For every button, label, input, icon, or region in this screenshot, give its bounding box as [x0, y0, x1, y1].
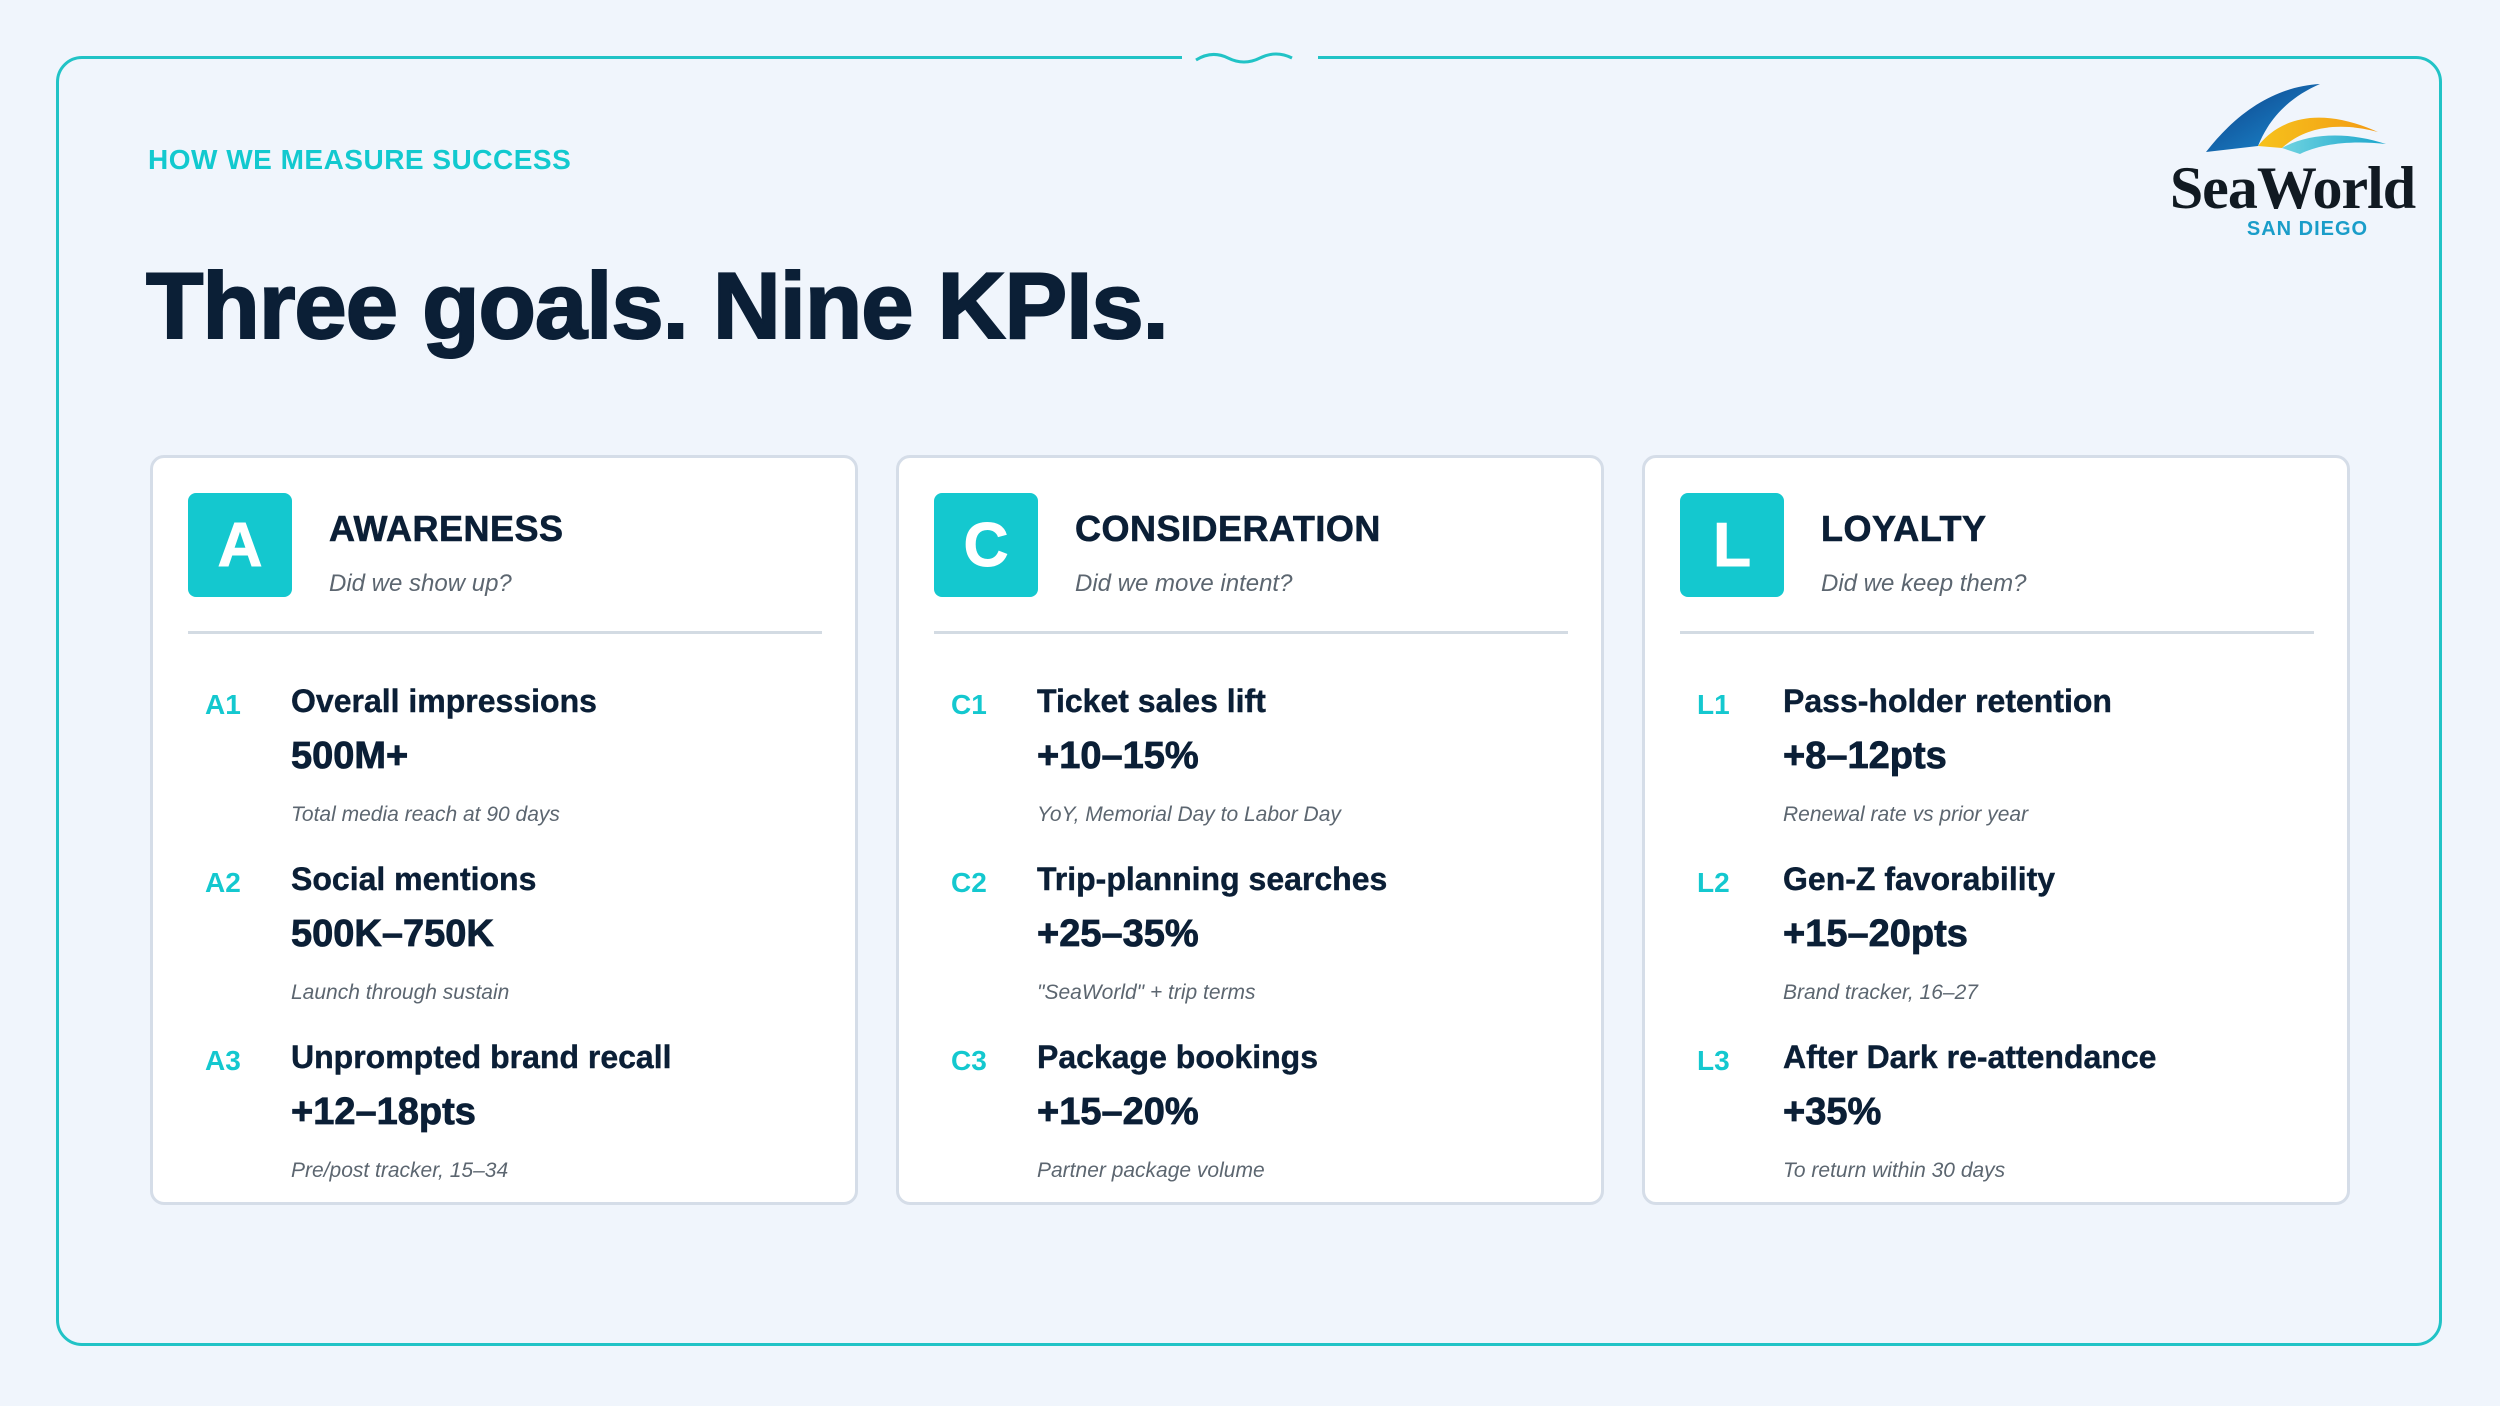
kpi-code: L1: [1697, 689, 1730, 720]
kpi-code: C1: [951, 689, 987, 720]
kpi-name: Pass-holder retention: [1783, 683, 2112, 719]
kpi-note: YoY, Memorial Day to Labor Day: [1037, 803, 1341, 826]
goal-badge: L: [1680, 493, 1784, 597]
divider: [934, 631, 1568, 634]
kpi-code: L2: [1697, 867, 1730, 898]
kpi-item: A1 Overall impressions 500M+ Total media…: [153, 673, 853, 843]
page-title: Three goals. Nine KPIs.: [145, 252, 1170, 359]
kpi-code: A2: [205, 867, 241, 898]
kpi-name: Trip-planning searches: [1037, 861, 1388, 897]
eyebrow-label: HOW WE MEASURE SUCCESS: [148, 144, 572, 175]
kpi-note: Brand tracker, 16–27: [1783, 981, 1978, 1004]
kpi-name: Gen-Z favorability: [1783, 861, 2056, 897]
kpi-note: Pre/post tracker, 15–34: [291, 1159, 509, 1182]
kpi-code: C2: [951, 867, 987, 898]
kpi-item: L1 Pass-holder retention +8–12pts Renewa…: [1645, 673, 2345, 843]
kpi-code: A3: [205, 1045, 241, 1076]
kpi-item: L2 Gen-Z favorability +15–20pts Brand tr…: [1645, 851, 2345, 1021]
goal-badge: C: [934, 493, 1038, 597]
kpi-value: 500M+: [291, 735, 409, 778]
goal-title: AWARENESS: [329, 508, 564, 550]
wave-ornament: [1182, 44, 1318, 74]
kpi-name: Ticket sales lift: [1037, 683, 1266, 719]
kpi-value: +12–18pts: [291, 1091, 477, 1134]
kpi-value: +15–20pts: [1783, 913, 1969, 956]
goal-card-consideration: C CONSIDERATION Did we move intent? C1 T…: [896, 455, 1604, 1205]
goal-question: Did we move intent?: [1075, 570, 1293, 597]
kpi-value: 500K–750K: [291, 913, 495, 956]
kpi-name: Social mentions: [291, 861, 537, 897]
orca-swoosh-icon: [2206, 84, 2386, 154]
kpi-note: To return within 30 days: [1783, 1159, 2006, 1182]
goal-badge: A: [188, 493, 292, 597]
kpi-item: C1 Ticket sales lift +10–15% YoY, Memori…: [899, 673, 1599, 843]
goal-title: CONSIDERATION: [1075, 508, 1381, 550]
kpi-note: Partner package volume: [1037, 1159, 1265, 1182]
kpi-item: C2 Trip-planning searches +25–35% "SeaWo…: [899, 851, 1599, 1021]
goal-question: Did we keep them?: [1821, 570, 2027, 597]
kpi-note: Renewal rate vs prior year: [1783, 803, 2029, 826]
goal-card-awareness: A AWARENESS Did we show up? A1 Overall i…: [150, 455, 858, 1205]
kpi-item: C3 Package bookings +15–20% Partner pack…: [899, 1029, 1599, 1199]
kpi-note: Launch through sustain: [291, 981, 510, 1004]
kpi-item: L3 After Dark re-attendance +35% To retu…: [1645, 1029, 2345, 1199]
divider: [1680, 631, 2314, 634]
divider: [188, 631, 822, 634]
kpi-name: Package bookings: [1037, 1039, 1318, 1075]
kpi-code: L3: [1697, 1045, 1730, 1076]
kpi-note: Total media reach at 90 days: [291, 803, 560, 826]
logo-wordmark: SeaWorld: [2169, 155, 2416, 221]
kpi-name: Unprompted brand recall: [291, 1039, 672, 1075]
kpi-item: A3 Unprompted brand recall +12–18pts Pre…: [153, 1029, 853, 1199]
kpi-note: "SeaWorld" + trip terms: [1037, 981, 1256, 1004]
goal-card-loyalty: L LOYALTY Did we keep them? L1 Pass-hold…: [1642, 455, 2350, 1205]
kpi-value: +35%: [1783, 1091, 1882, 1134]
logo-subtitle: SAN DIEGO: [2246, 218, 2369, 240]
goal-title: LOYALTY: [1821, 508, 1987, 550]
kpi-name: After Dark re-attendance: [1783, 1039, 2157, 1075]
kpi-value: +10–15%: [1037, 735, 1199, 778]
kpi-code: A1: [205, 689, 241, 720]
kpi-item: A2 Social mentions 500K–750K Launch thro…: [153, 851, 853, 1021]
seaworld-logo: SeaWorld SAN DIEGO: [2160, 78, 2420, 248]
kpi-value: +25–35%: [1037, 913, 1199, 956]
kpi-value: +8–12pts: [1783, 735, 1948, 778]
kpi-code: C3: [951, 1045, 987, 1076]
kpi-name: Overall impressions: [291, 683, 597, 719]
kpi-value: +15–20%: [1037, 1091, 1199, 1134]
goal-question: Did we show up?: [329, 570, 512, 597]
